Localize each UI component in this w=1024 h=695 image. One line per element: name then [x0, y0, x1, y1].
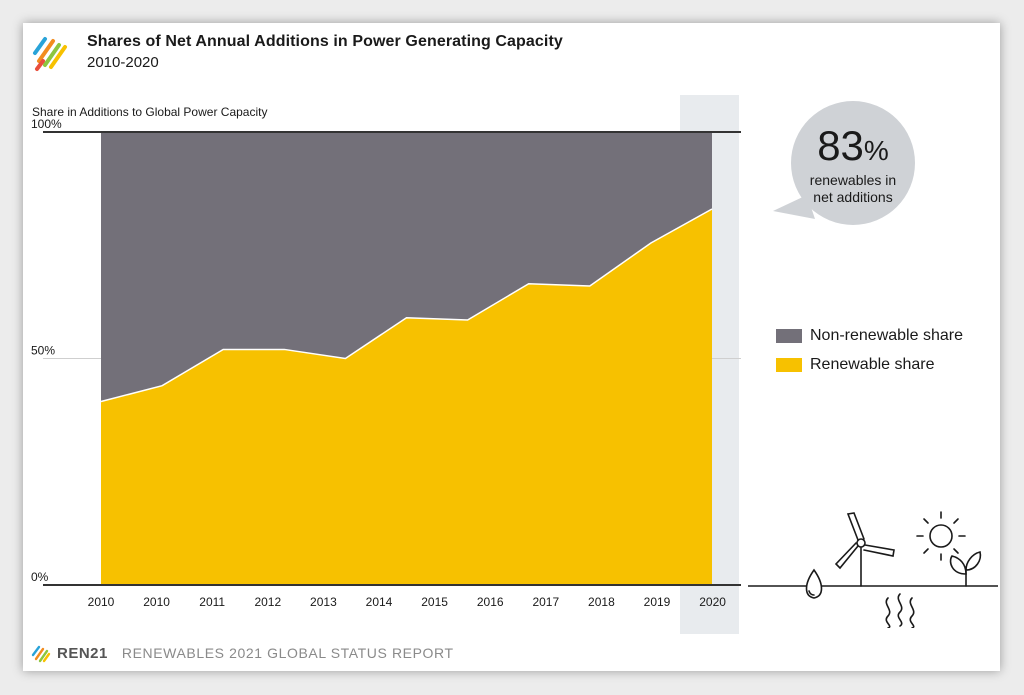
ren21-logo-icon	[33, 37, 67, 71]
energy-illustration	[748, 511, 998, 628]
x-tick-label: 2020	[699, 595, 726, 609]
water-drop-icon	[805, 568, 823, 599]
y-tick-label: 100%	[31, 117, 62, 131]
footer: REN21 RENEWABLES 2021 GLOBAL STATUS REPO…	[31, 643, 454, 663]
x-tick-label: 2013	[310, 595, 337, 609]
legend-label: Renewable share	[810, 355, 935, 373]
ren21-logo-icon	[31, 645, 51, 663]
wind-turbine-icon	[834, 512, 895, 587]
footer-brand: REN21	[57, 644, 108, 662]
x-tick-label: 2010	[143, 595, 170, 609]
x-tick-label: 2011	[199, 595, 225, 609]
series-boundary-line	[100, 208, 713, 403]
x-tick-label: 2010	[88, 595, 115, 609]
legend-swatch-nonrenewable	[776, 328, 802, 343]
callout-text: renewables in net additions	[783, 172, 923, 206]
legend-item-renewable: Renewable share	[776, 350, 963, 379]
callout-unit: %	[863, 135, 889, 166]
y-axis-label: Share in Additions to Global Power Capac…	[32, 105, 268, 119]
leaf-icon	[949, 551, 982, 587]
area-nonrenewable	[101, 132, 712, 402]
x-tick-label: 2012	[254, 595, 281, 609]
area-chart: 0% 50% 100% 2010 2010 2011 2012 2013 2014 2015 201…	[31, 95, 741, 634]
legend: Non-renewable share Renewable share	[776, 321, 963, 379]
callout-bubble	[773, 101, 915, 225]
y-tick-label: 0%	[31, 570, 49, 584]
x-tick-label: 2014	[366, 595, 393, 609]
chart-subtitle: 2010-2020	[87, 54, 159, 71]
legend-item-nonrenewable: Non-renewable share	[776, 321, 963, 350]
callout-text-line2: net additions	[813, 189, 893, 205]
y-tick-label: 50%	[31, 344, 55, 358]
chart-title: Shares of Net Annual Additions in Power …	[87, 33, 563, 50]
sun-icon	[916, 511, 966, 561]
x-tick-label: 2018	[588, 595, 615, 609]
chart-card: Shares of Net Annual Additions in Power …	[23, 23, 1000, 671]
x-tick-label: 2017	[532, 595, 559, 609]
legend-label: Non-renewable share	[810, 326, 963, 344]
x-tick-label: 2019	[644, 595, 671, 609]
x-tick-label: 2016	[477, 595, 504, 609]
callout-text-line1: renewables in	[809, 172, 897, 188]
callout-value: 83%	[783, 123, 923, 174]
x-tick-label: 2015	[421, 595, 448, 609]
area-renewable	[101, 209, 712, 585]
legend-swatch-renewable	[776, 357, 802, 372]
geothermal-icon	[885, 593, 915, 628]
footer-report-title: RENEWABLES 2021 GLOBAL STATUS REPORT	[121, 645, 454, 661]
callout-number: 83	[817, 122, 864, 169]
